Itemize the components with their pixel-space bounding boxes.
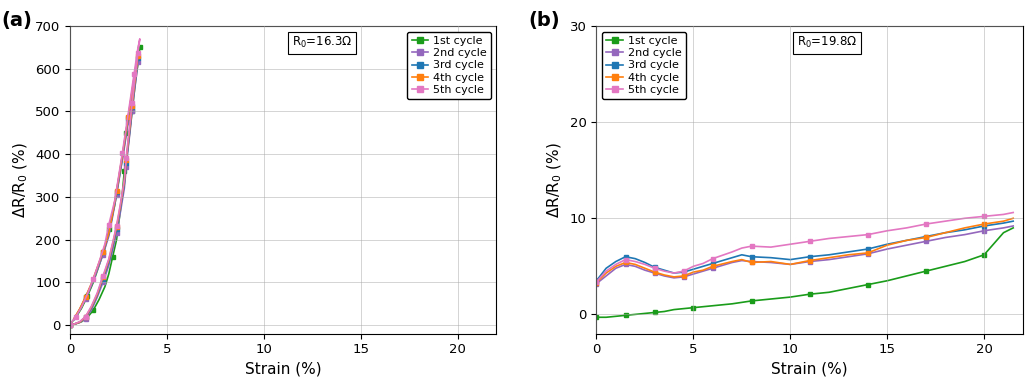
Text: R$_0$=16.3Ω: R$_0$=16.3Ω xyxy=(292,35,353,50)
Legend: 1st cycle, 2nd cycle, 3rd cycle, 4th cycle, 5th cycle: 1st cycle, 2nd cycle, 3rd cycle, 4th cyc… xyxy=(407,31,491,99)
Text: R$_0$=19.8Ω: R$_0$=19.8Ω xyxy=(797,35,857,50)
Y-axis label: ΔR/R$_0$ (%): ΔR/R$_0$ (%) xyxy=(546,142,565,218)
X-axis label: Strain (%): Strain (%) xyxy=(771,362,848,377)
Y-axis label: ΔR/R$_0$ (%): ΔR/R$_0$ (%) xyxy=(11,142,30,218)
X-axis label: Strain (%): Strain (%) xyxy=(245,362,322,377)
Text: (b): (b) xyxy=(528,11,559,29)
Legend: 1st cycle, 2nd cycle, 3rd cycle, 4th cycle, 5th cycle: 1st cycle, 2nd cycle, 3rd cycle, 4th cyc… xyxy=(602,31,686,99)
Text: (a): (a) xyxy=(2,11,33,29)
